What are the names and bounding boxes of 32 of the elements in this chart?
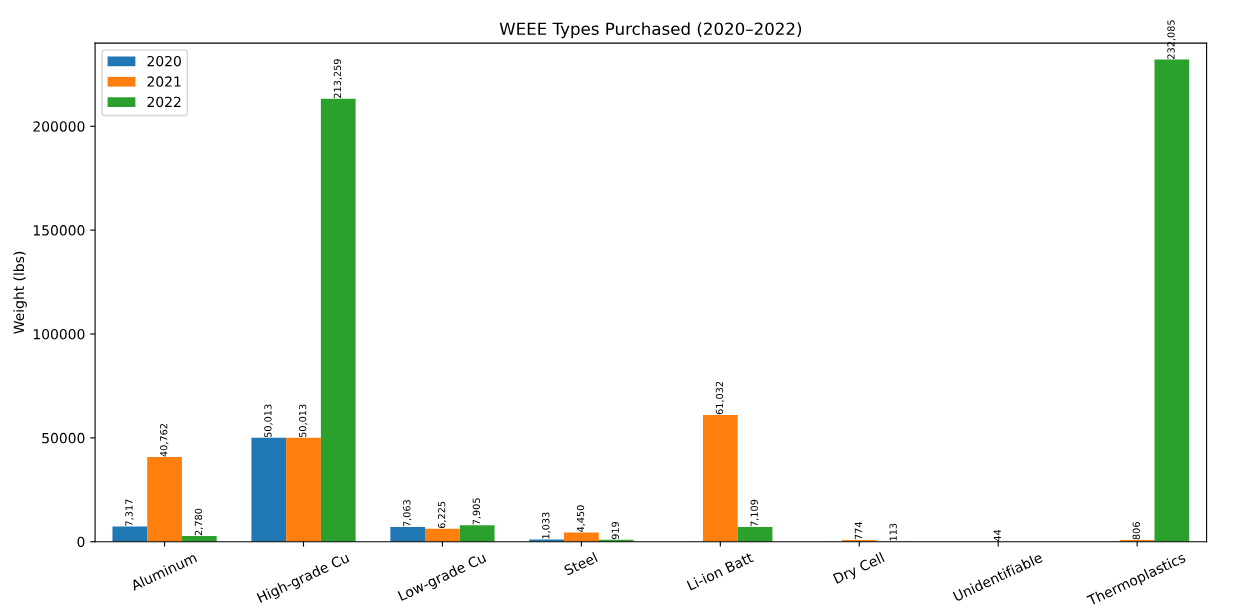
data-label: 7,063 [403,500,412,527]
y-tick-label: 100000 [33,328,85,340]
data-label: 919 [611,521,619,540]
data-label: 232,085 [1167,20,1176,59]
data-label: 7,109 [750,499,759,527]
data-label: 40,762 [160,424,169,457]
chart-title: WEEE Types Purchased (2020–2022) [499,22,802,39]
data-label: 7,905 [472,498,481,525]
data-label: 7,317 [125,499,134,526]
data-label: 61,032 [715,381,725,415]
y-axis-title: Weight (lbs) [13,251,27,334]
data-label: 50,013 [264,404,273,438]
x-tick-label: Dry Cell [832,552,886,587]
legend-label: 2021 [147,76,181,87]
y-tick-label: 150000 [33,225,85,236]
data-label: 2,780 [194,508,204,536]
data-label: 44 [993,529,1001,542]
legend-label: 2022 [147,96,181,108]
data-label: 6,225 [437,501,447,529]
y-tick-label: 50000 [42,432,85,444]
y-tick-label: 0 [77,536,85,548]
data-label: 213,259 [333,59,343,99]
data-label: 50,013 [298,404,308,438]
y-tick-label: 200000 [33,121,85,132]
data-label: 774 [854,522,862,540]
data-label: 1,033 [542,512,551,539]
legend-label: 2020 [147,55,181,67]
data-label: 4,450 [576,505,586,533]
data-label: 113 [889,523,897,541]
data-label: 806 [1132,522,1140,540]
x-tick-label: Li-ion Batt [686,551,754,591]
x-tick-label: Steel [563,552,598,576]
